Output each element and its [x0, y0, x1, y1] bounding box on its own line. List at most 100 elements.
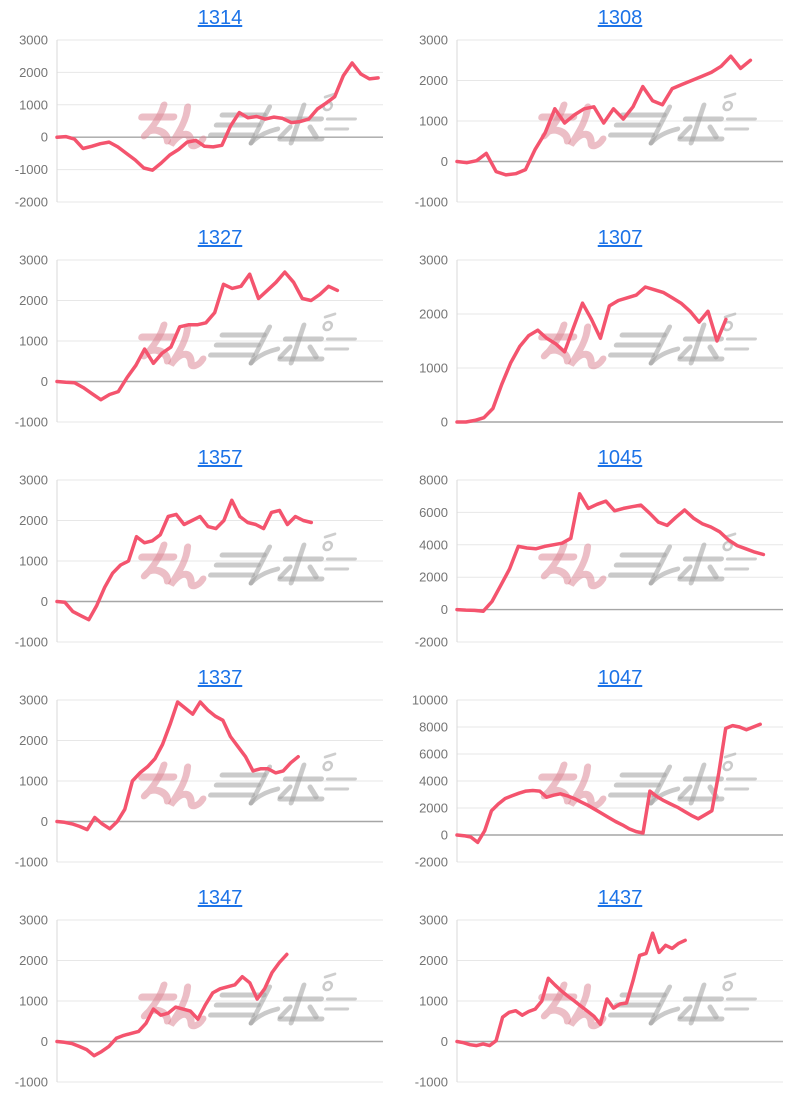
gridlines [57, 479, 383, 643]
watermark-speed-line [723, 92, 737, 99]
watermark-gray-stroke [248, 1006, 281, 1026]
y-tick-label: 4000 [419, 774, 448, 789]
line-chart: 3000 2000 1000 0 -1000 [15, 913, 383, 1090]
watermark-gray-stroke [677, 124, 693, 140]
line-chart: 3000 2000 1000 0 -1000 [15, 253, 383, 430]
watermark-minrepo [138, 752, 357, 810]
chart-title-row: 1307 [457, 226, 783, 252]
watermark-minrepo [138, 972, 357, 1030]
watermark-gray-stroke [248, 786, 281, 806]
watermark-gray-stroke [248, 764, 273, 806]
watermark-pink-stroke [167, 763, 207, 810]
watermark-minrepo [138, 92, 357, 150]
chart-title-row: 1437 [457, 886, 783, 912]
line-chart: 10000 8000 6000 4000 2000 0 -2000 [412, 693, 783, 870]
watermark-gray-stroke [707, 124, 719, 140]
watermark-pink-stroke [567, 983, 607, 1030]
watermark-gray-stroke [307, 784, 319, 800]
y-tick-label: -2000 [15, 195, 48, 210]
watermark-handakuten-circle [722, 980, 734, 992]
y-tick-label: 3000 [419, 913, 448, 928]
y-tick-label: 2000 [19, 733, 48, 748]
chart-cell: 1308 3000 2000 1000 0 -1000 [400, 0, 800, 220]
watermark-handakuten-circle [722, 760, 734, 772]
series-line [455, 931, 687, 1048]
chart-cell: 1307 3000 2000 1000 0 [400, 220, 800, 440]
watermark-gray-stroke [277, 784, 293, 800]
chart-title-link[interactable]: 1347 [197, 887, 243, 909]
y-axis-labels: 3000 2000 1000 0 -1000 [15, 473, 48, 650]
watermark-pink-stroke [167, 103, 207, 150]
series-line [55, 700, 300, 832]
y-tick-label: 1000 [419, 114, 448, 129]
series-line [55, 61, 380, 172]
y-tick-label: 2000 [19, 513, 48, 528]
y-tick-label: 2000 [19, 953, 48, 968]
watermark-gray-stroke [248, 346, 281, 366]
chart-title-link[interactable]: 1314 [197, 7, 243, 29]
watermark-minrepo [138, 312, 357, 370]
y-tick-label: 2000 [419, 307, 448, 322]
gridlines [57, 919, 383, 1083]
watermark-gray-stroke [248, 324, 273, 366]
chart-title-link[interactable]: 1307 [597, 227, 643, 249]
gridlines [57, 39, 383, 203]
chart-title-link[interactable]: 1045 [597, 447, 643, 469]
y-tick-label: -2000 [415, 855, 448, 870]
y-axis-labels: 3000 2000 1000 0 -1000 [15, 253, 48, 430]
watermark-speed-line [723, 752, 737, 759]
chart-title-link[interactable]: 1308 [597, 7, 643, 29]
chart-cell: 1337 3000 2000 1000 0 -1000 [0, 660, 400, 880]
line-chart: 3000 2000 1000 0 -1000 [15, 693, 383, 870]
chart-title-link[interactable]: 1437 [597, 887, 643, 909]
watermark-minrepo [538, 532, 757, 590]
y-tick-label: 0 [441, 602, 448, 617]
chart-title-row: 1327 [57, 226, 383, 252]
chart-cell: 1047 10000 8000 6000 4000 2000 0 -2000 [400, 660, 800, 880]
chart-title-row: 1314 [57, 6, 383, 32]
watermark-gray-stroke [677, 1004, 693, 1020]
watermark-handakuten-circle [722, 540, 734, 552]
watermark-pink-stroke [167, 323, 207, 370]
chart-title-link[interactable]: 1337 [197, 667, 243, 689]
watermark-pink-stroke [167, 543, 207, 590]
chart-cell: 1437 3000 2000 1000 0 -1000 [400, 880, 800, 1098]
series-line [55, 952, 289, 1058]
watermark-gray-stroke [307, 1004, 319, 1020]
y-tick-label: 0 [441, 1034, 448, 1049]
line-chart: 3000 2000 1000 0 -1000 [15, 473, 383, 650]
watermark-speed-line [323, 312, 337, 319]
watermark-pink-stroke [567, 323, 607, 370]
watermark-minrepo [538, 92, 757, 150]
y-tick-label: 0 [41, 814, 48, 829]
y-tick-label: -1000 [15, 855, 48, 870]
chart-cell: 1347 3000 2000 1000 0 -1000 [0, 880, 400, 1098]
y-axis-labels: 3000 2000 1000 0 [419, 253, 448, 430]
watermark-speed-line [723, 312, 737, 319]
watermark-gray-stroke [277, 564, 293, 580]
watermark-gray-stroke [707, 1004, 719, 1020]
chart-title-link[interactable]: 1047 [597, 667, 643, 689]
watermark-gray-stroke [307, 124, 319, 140]
chart-cell: 1327 3000 2000 1000 0 -1000 [0, 220, 400, 440]
y-tick-label: 1000 [19, 97, 48, 112]
watermark-handakuten-circle [322, 760, 334, 772]
series-line [55, 498, 314, 622]
y-tick-label: -2000 [415, 635, 448, 650]
watermark-gray-stroke [248, 544, 273, 586]
y-tick-label: 1000 [19, 554, 48, 569]
watermark-minrepo [138, 532, 357, 590]
gridlines [457, 919, 783, 1083]
y-tick-label: 0 [441, 154, 448, 169]
watermark-gray-stroke [648, 764, 673, 806]
chart-title-link[interactable]: 1327 [197, 227, 243, 249]
watermark-speed-line [323, 92, 337, 99]
watermark-gray-stroke [648, 786, 681, 806]
y-tick-label: -1000 [15, 162, 48, 177]
y-axis-labels: 8000 6000 4000 2000 0 -2000 [415, 473, 448, 650]
y-tick-label: 3000 [19, 913, 48, 928]
chart-title-link[interactable]: 1357 [197, 447, 243, 469]
watermark-gray-stroke [648, 346, 681, 366]
series-line [455, 285, 728, 424]
watermark-handakuten-circle [322, 320, 334, 332]
